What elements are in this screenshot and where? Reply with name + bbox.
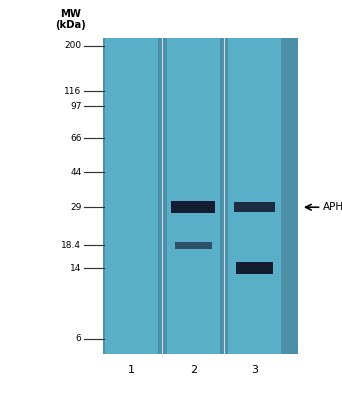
Text: 1: 1 bbox=[128, 365, 135, 375]
Text: 6: 6 bbox=[76, 334, 81, 344]
Text: 18.4: 18.4 bbox=[62, 241, 81, 250]
Bar bbox=[236, 262, 273, 274]
Text: 3: 3 bbox=[251, 365, 258, 375]
Text: 200: 200 bbox=[64, 41, 81, 50]
Bar bbox=[175, 242, 212, 249]
Text: 116: 116 bbox=[64, 87, 81, 96]
Text: 14: 14 bbox=[70, 264, 81, 273]
Text: APH1A: APH1A bbox=[323, 202, 342, 212]
Bar bbox=[228, 38, 281, 354]
Bar bbox=[105, 38, 158, 354]
Text: 97: 97 bbox=[70, 102, 81, 111]
Bar bbox=[167, 38, 220, 354]
Text: 2: 2 bbox=[190, 365, 197, 375]
Text: MW
(kDa): MW (kDa) bbox=[55, 9, 86, 30]
Bar bbox=[171, 201, 215, 213]
Text: 44: 44 bbox=[70, 168, 81, 177]
Bar bbox=[234, 202, 275, 212]
Text: 29: 29 bbox=[70, 203, 81, 212]
Bar bbox=[103, 38, 298, 354]
Text: 66: 66 bbox=[70, 134, 81, 143]
